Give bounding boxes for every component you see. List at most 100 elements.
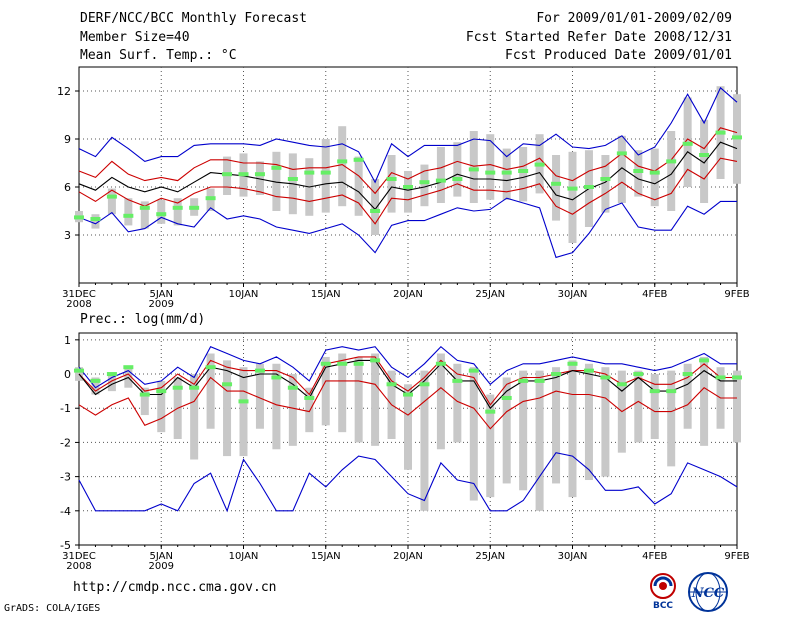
ensemble-box (601, 367, 610, 477)
median-marker (649, 389, 660, 394)
ensemble-box (338, 353, 347, 433)
median-marker (600, 375, 611, 380)
ensemble-box (584, 363, 593, 481)
ensemble-box (617, 135, 626, 203)
median-marker (254, 172, 265, 177)
x-tick-label: 30JAN (558, 289, 588, 300)
median-marker (287, 177, 298, 181)
y-tick-label: 6 (64, 181, 71, 194)
ensemble-box (173, 198, 182, 226)
ensemble-box (404, 384, 412, 470)
median-marker (139, 205, 150, 210)
x-tick-label: 9FEB (724, 289, 749, 300)
y-tick-label: 1 (64, 334, 71, 347)
median-marker (320, 361, 331, 366)
ensemble-box (321, 356, 330, 426)
median-marker (732, 135, 742, 140)
median-marker (222, 172, 233, 177)
x-tick-sublabel: 2009 (149, 561, 174, 572)
median-marker (501, 170, 512, 175)
ensemble-box (354, 156, 363, 216)
ensemble-box (206, 353, 215, 429)
x-tick-label: 31DEC (62, 551, 96, 562)
median-marker (551, 181, 562, 186)
y-tick-label: -5 (60, 539, 71, 552)
median-marker (254, 368, 265, 373)
median-marker (452, 378, 463, 383)
median-marker (172, 205, 183, 210)
y-tick-label: 12 (57, 85, 71, 98)
ensemble-box (667, 370, 676, 467)
x-tick-label: 5JAN (150, 551, 173, 562)
y-tick-label: 0 (64, 368, 71, 381)
x-tick-label: 25JAN (475, 551, 505, 562)
ncc-logo-text: NCC (691, 586, 725, 601)
ensemble-box (288, 374, 297, 446)
median-marker (304, 170, 315, 175)
ensemble-box (272, 151, 281, 211)
median-marker (501, 395, 512, 400)
median-marker (666, 159, 677, 164)
median-marker (337, 159, 348, 164)
ensemble-box (650, 374, 659, 439)
median-marker (583, 185, 594, 189)
median-marker (74, 368, 84, 373)
median-marker (666, 389, 677, 394)
median-marker (106, 194, 117, 199)
x-tick-sublabel: 2008 (66, 561, 91, 572)
x-tick-label: 15JAN (311, 551, 341, 562)
series-inner_high (78, 127, 738, 195)
median-marker (139, 392, 150, 397)
ensemble-box (667, 131, 676, 211)
precip-title: Prec.: log(mm/d) (80, 312, 205, 327)
ensemble-box (436, 353, 445, 450)
x-tick-label: 4FEB (642, 551, 667, 562)
median-marker (353, 361, 364, 366)
median-marker (616, 151, 627, 156)
ensemble-box (420, 164, 429, 207)
median-marker (682, 372, 693, 377)
median-marker (567, 186, 578, 191)
ensemble-box (486, 394, 495, 498)
website-url[interactable]: http://cmdp.ncc.cma.gov.cn (73, 580, 277, 595)
ensemble-box (354, 356, 363, 443)
median-marker (468, 368, 479, 373)
ensemble-box (140, 201, 149, 229)
series-inner_low (78, 157, 738, 225)
median-marker (238, 399, 249, 404)
ensemble-box (469, 131, 478, 203)
x-tick-label: 5JAN (150, 289, 173, 300)
x-tick-label: 4FEB (642, 289, 667, 300)
median-marker (287, 385, 298, 390)
ensemble-box (223, 360, 232, 457)
ensemble-box (338, 126, 347, 207)
ensemble-box (255, 161, 264, 195)
ensemble-box (733, 370, 741, 443)
ensemble-box (157, 199, 166, 224)
median-marker (370, 358, 381, 363)
median-marker (271, 375, 282, 380)
median-marker (320, 170, 331, 175)
ensemble-box (107, 188, 116, 215)
median-marker (419, 180, 430, 185)
x-tick-label: 31DEC (62, 289, 96, 300)
ensemble-box (420, 370, 429, 511)
x-tick-sublabel: 2008 (66, 299, 91, 310)
ensemble-box (650, 148, 659, 207)
bcc-logo-text: BCC (653, 601, 673, 610)
ensemble-box (157, 380, 166, 433)
ensemble-box (634, 370, 643, 443)
median-marker (386, 177, 397, 181)
median-marker (485, 170, 496, 175)
series-lower (78, 452, 738, 513)
median-marker (353, 157, 364, 162)
bcc-logo: BCC (650, 573, 676, 610)
median-marker (468, 167, 479, 172)
series-upper (78, 345, 737, 389)
ensemble-box (552, 367, 561, 484)
x-tick-label: 20JAN (393, 289, 423, 300)
ensemble-box (140, 387, 149, 416)
median-marker (435, 178, 446, 183)
